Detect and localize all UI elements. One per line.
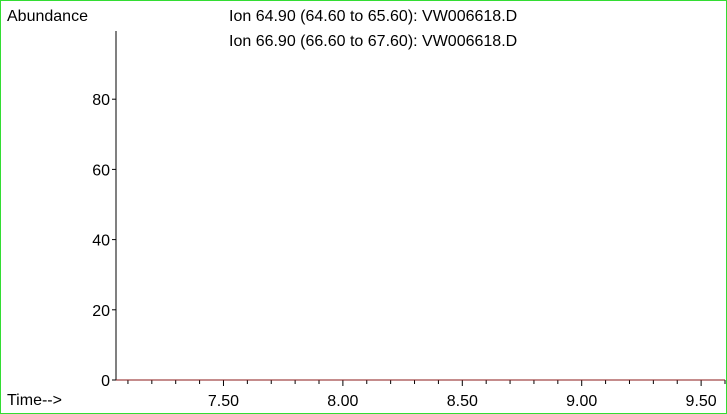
x-ticks-group: 7.50 8.00 8.50 9.00 9.50 bbox=[127, 380, 726, 410]
x-tick-label: 7.50 bbox=[208, 393, 239, 410]
x-tick-label: 9.50 bbox=[686, 393, 717, 410]
x-tick-label: 9.00 bbox=[566, 393, 597, 410]
x-tick-label: 8.50 bbox=[447, 393, 478, 410]
axes-group bbox=[115, 31, 725, 381]
y-tick-label: 0 bbox=[101, 373, 110, 390]
x-tick-label: 8.00 bbox=[327, 393, 358, 410]
y-tick-label: 20 bbox=[92, 303, 110, 320]
y-ticks-group: 0 20 40 60 80 bbox=[92, 92, 116, 390]
y-tick-label: 80 bbox=[92, 92, 110, 109]
legend-entry-ion-64-90: Ion 64.90 (64.60 to 65.60): VW006618.D bbox=[229, 8, 517, 25]
x-axis-label: Time--> bbox=[7, 392, 62, 409]
legend-entry-ion-66-90: Ion 66.90 (66.60 to 67.60): VW006618.D bbox=[229, 33, 517, 50]
y-axis-label: Abundance bbox=[7, 8, 88, 25]
y-tick-label: 60 bbox=[92, 162, 110, 179]
y-tick-label: 40 bbox=[92, 233, 110, 250]
